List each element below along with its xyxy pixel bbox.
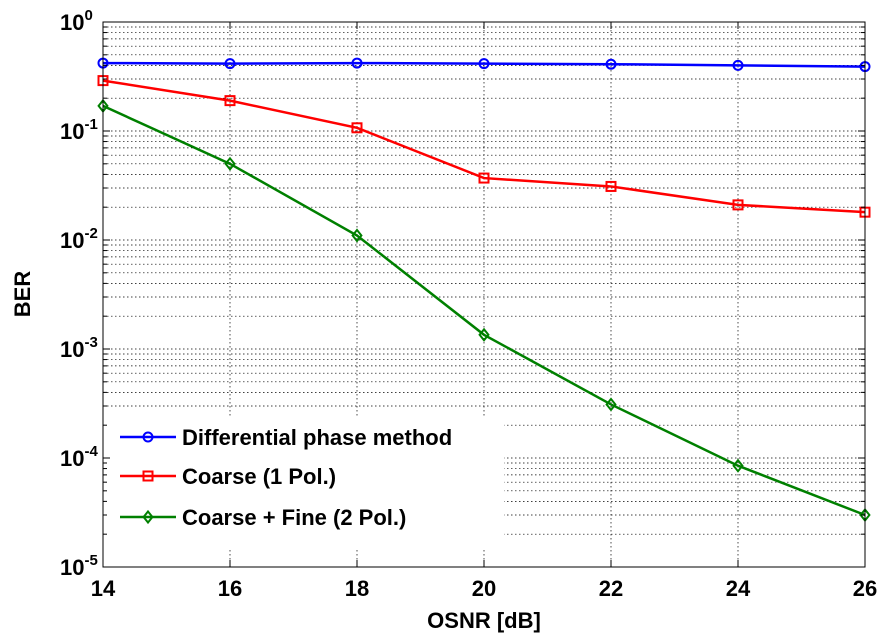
axis-ticks — [102, 21, 866, 568]
x-tick-labels: 14 16 18 20 22 24 26 — [91, 576, 877, 601]
legend-label-1: Differential phase method — [182, 425, 452, 450]
data-point-series-1 — [478, 58, 490, 70]
data-point-series-1 — [732, 59, 744, 71]
y-tick-label: 10-5 — [60, 552, 98, 580]
x-axis-label: OSNR [dB] — [427, 608, 541, 633]
legend: Differential phase method Coarse (1 Pol.)… — [106, 418, 504, 549]
legend-marker-2 — [142, 470, 154, 482]
x-tick-label: 20 — [472, 576, 496, 601]
y-tick-label: 10-2 — [60, 225, 98, 253]
data-point-series-2 — [224, 95, 236, 107]
data-point-series-2 — [478, 172, 490, 184]
data-point-series-1 — [224, 58, 236, 70]
y-tick-label: 10-4 — [60, 443, 98, 471]
x-tick-label: 22 — [599, 576, 623, 601]
data-point-series-3 — [732, 458, 744, 473]
x-tick-label: 18 — [345, 576, 369, 601]
y-tick-labels: 100 10-1 10-2 10-3 10-4 10-5 — [60, 7, 98, 580]
legend-entries: Differential phase method Coarse (1 Pol.)… — [120, 425, 452, 530]
data-point-series-2 — [605, 180, 617, 192]
legend-marker-3 — [142, 509, 154, 525]
y-tick-label: 10-3 — [60, 334, 98, 362]
data-point-series-3 — [605, 397, 617, 412]
data-point-series-2 — [351, 122, 363, 134]
data-point-series-1 — [605, 58, 617, 70]
legend-label-3: Coarse + Fine (2 Pol.) — [182, 505, 406, 530]
x-tick-label: 26 — [853, 576, 877, 601]
data-point-series-3 — [478, 327, 490, 342]
data-point-series-3 — [351, 228, 363, 243]
x-tick-label: 14 — [91, 576, 116, 601]
x-tick-label: 24 — [726, 576, 751, 601]
legend-label-2: Coarse (1 Pol.) — [182, 464, 336, 489]
series-line-2 — [102, 79, 866, 214]
y-tick-label: 10-1 — [60, 116, 98, 144]
legend-box — [106, 418, 504, 549]
legend-marker-1 — [142, 431, 154, 443]
data-point-series-3 — [224, 156, 236, 171]
y-tick-label: 100 — [60, 7, 93, 35]
series-line-3 — [102, 104, 866, 517]
data-point-series-1 — [351, 57, 363, 69]
series-line-1 — [102, 61, 866, 68]
x-tick-label: 16 — [218, 576, 242, 601]
data-point-series-2 — [732, 199, 744, 211]
series-lines — [102, 61, 866, 517]
y-axis-label: BER — [10, 271, 35, 318]
